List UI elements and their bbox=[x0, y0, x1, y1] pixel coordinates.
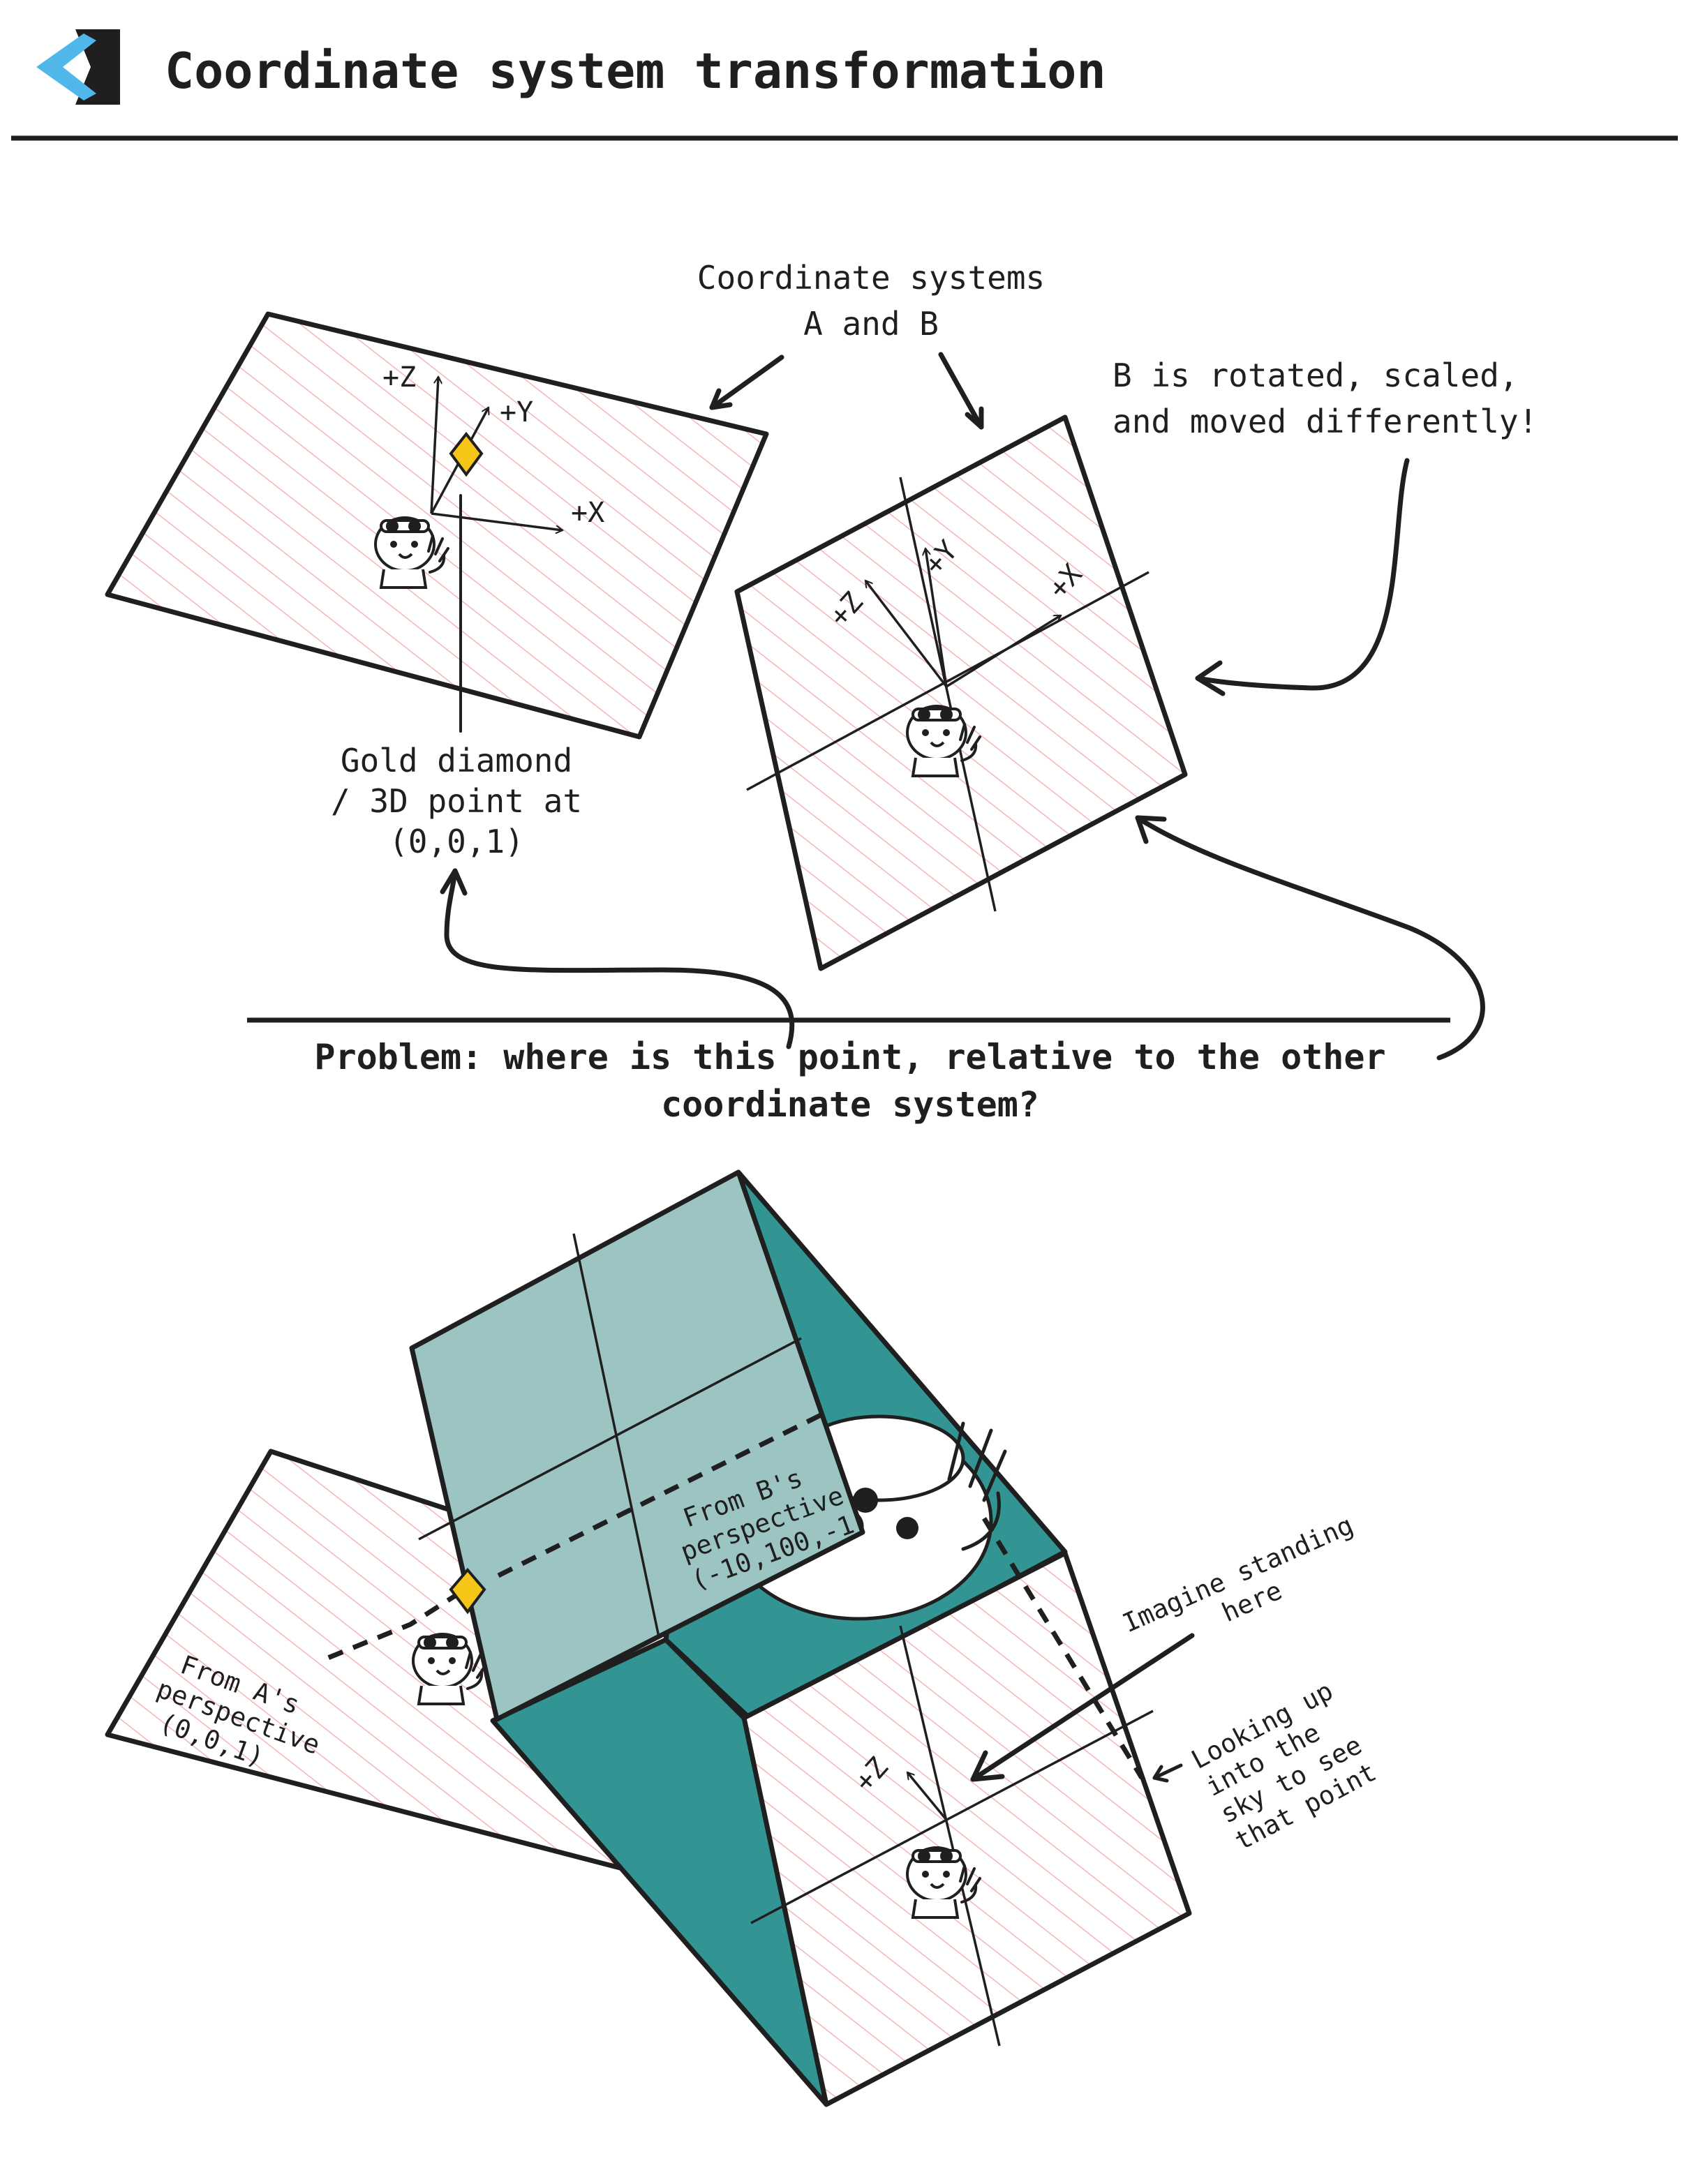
plane-b bbox=[734, 414, 1188, 971]
plane-b-bottom-grid-v bbox=[899, 1625, 1001, 2047]
arrow-b-note-head bbox=[1195, 660, 1226, 696]
b-note-line2: and moved differently! bbox=[1113, 403, 1538, 440]
axis-b-z bbox=[864, 581, 948, 688]
arrow-imagine-head bbox=[970, 1750, 1005, 1782]
arrow-to-plane-b bbox=[938, 352, 984, 430]
arrow-problem-to-diamond bbox=[444, 868, 795, 1049]
arrow-looking bbox=[1152, 1763, 1183, 1780]
arrow-to-plane-a bbox=[709, 354, 784, 410]
plane-b-grid-v bbox=[899, 477, 997, 912]
axis-b-y bbox=[925, 548, 948, 687]
axis-bottom-z bbox=[906, 1772, 948, 1821]
back-chevron-logo-icon[interactable] bbox=[36, 29, 120, 105]
plane-b-bottom-grid-h bbox=[750, 1710, 1154, 1924]
gold-diamond-bottom bbox=[449, 1567, 486, 1615]
dash-from-a bbox=[320, 1590, 462, 1663]
axis-a-x bbox=[431, 512, 563, 530]
plane-b-bottom bbox=[741, 1550, 1192, 2107]
axis-a-z bbox=[430, 377, 438, 514]
problem-line1: Problem: where is this point, relative t… bbox=[314, 1037, 1385, 1077]
axis-a-y-label: +Y bbox=[500, 396, 533, 428]
dash-from-b bbox=[491, 1412, 822, 1581]
box-top-grid-h bbox=[418, 1337, 802, 1541]
arrow-looking-head bbox=[1152, 1765, 1169, 1783]
header-bar: Coordinate system transformation bbox=[11, 29, 1678, 141]
axis-a-z-label: +Z bbox=[382, 361, 416, 394]
arrow-problem-to-plane-b-head bbox=[1135, 815, 1167, 844]
arrow-problem-to-diamond-head bbox=[440, 868, 468, 896]
gold-diamond-a bbox=[449, 431, 484, 477]
systems-label-line1: Coordinate systems bbox=[697, 259, 1046, 297]
axis-b-x bbox=[946, 614, 1061, 688]
arrow-b-note bbox=[1195, 458, 1410, 691]
problem-line2: coordinate system? bbox=[661, 1084, 1039, 1125]
dash-looking-up bbox=[982, 1517, 1144, 1779]
axes-a: +Z +Y +X bbox=[382, 361, 604, 530]
diamond-label-line2: / 3D point at bbox=[331, 782, 582, 820]
axis-a-x-label: +X bbox=[571, 497, 604, 529]
arrow-imagine bbox=[970, 1633, 1195, 1782]
plane-a bbox=[105, 311, 769, 740]
imagine-label: Imagine standing here bbox=[1118, 1510, 1357, 1638]
diamond-label-line1: Gold diamond bbox=[341, 742, 572, 779]
arrow-problem-to-plane-b bbox=[1135, 815, 1485, 1061]
plane-b-grid-h bbox=[746, 571, 1149, 791]
b-note-line1: B is rotated, scaled, bbox=[1113, 357, 1519, 394]
page-title: Coordinate system transformation bbox=[165, 43, 1106, 100]
diamond-label-line3: (0,0,1) bbox=[389, 823, 524, 860]
systems-label-line2: A and B bbox=[803, 305, 939, 343]
looking-label: Looking up into the sky to see that poin… bbox=[1186, 1675, 1381, 1856]
arrow-to-plane-b-head bbox=[965, 406, 984, 430]
arrow-to-plane-a-head bbox=[709, 388, 733, 410]
